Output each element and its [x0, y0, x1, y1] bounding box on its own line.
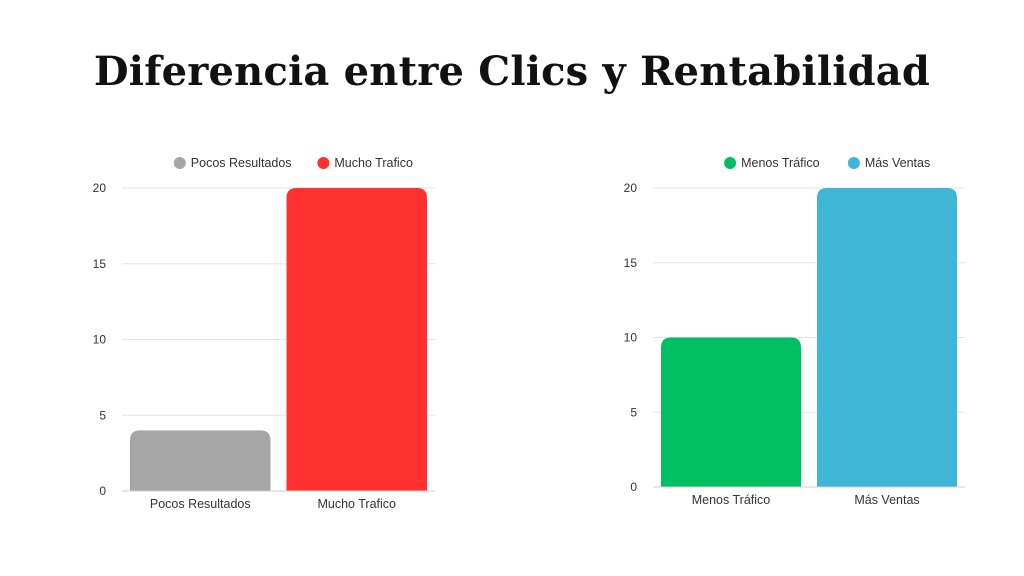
bar [130, 430, 271, 491]
y-tick-label: 15 [624, 256, 638, 270]
chart-left: 0 5 10 15 20 Pocos Resultados Mucho Trafico Poc… [90, 150, 450, 530]
y-tick-label: 0 [99, 484, 106, 498]
chart-right: 0 5 10 15 20 Menos Tráfico Más Ventas Menos Trá… [620, 150, 980, 530]
y-tick-label: 10 [93, 333, 107, 347]
y-tick-label: 20 [93, 181, 107, 195]
bar [286, 188, 427, 491]
y-tick-label: 5 [99, 408, 106, 422]
chart-right-svg: 0 5 10 15 20 Menos Tráfico Más Ventas Menos Trá… [624, 156, 965, 507]
x-tick-label: Pocos Resultados [150, 497, 251, 511]
page-title: Diferencia entre Clics y Rentabilidad [93, 48, 931, 95]
y-tick-label: 20 [624, 181, 638, 195]
y-tick-label: 0 [630, 480, 637, 494]
legend-label: Mucho Trafico [334, 156, 413, 170]
x-tick-label: Más Ventas [854, 493, 919, 507]
y-tick-label: 10 [624, 331, 638, 345]
bar [817, 188, 957, 487]
legend-swatch [847, 157, 860, 169]
legend-swatch [724, 157, 737, 169]
y-tick-label: 15 [93, 257, 107, 271]
bar [661, 337, 801, 487]
y-tick-label: 5 [630, 405, 637, 419]
legend-label: Más Ventas [865, 156, 930, 170]
x-tick-label: Menos Tráfico [692, 493, 771, 507]
legend-label: Menos Tráfico [741, 156, 820, 170]
x-tick-label: Mucho Trafico [317, 497, 396, 511]
chart-left-svg: 0 5 10 15 20 Pocos Resultados Mucho Trafico Poc… [93, 156, 435, 511]
legend-swatch [173, 157, 186, 169]
legend-label: Pocos Resultados [191, 156, 292, 170]
legend-swatch [317, 157, 330, 169]
